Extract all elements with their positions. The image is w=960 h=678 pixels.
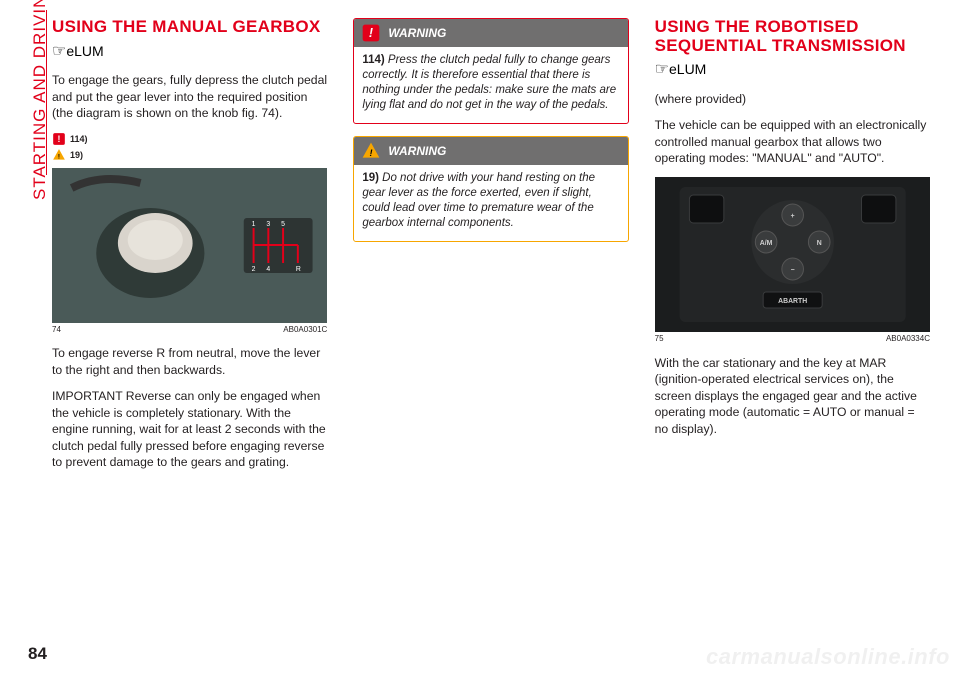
column-1: USING THE MANUAL GEARBOX ☞eLUM To engage… xyxy=(52,18,327,660)
figure-num: 75 xyxy=(655,334,664,345)
content-columns: USING THE MANUAL GEARBOX ☞eLUM To engage… xyxy=(52,18,930,660)
figure-74-caption: 74 AB0A0301C xyxy=(52,325,327,336)
figure-74: 1 3 5 2 4 R xyxy=(52,168,327,323)
danger-icon: ! xyxy=(52,132,66,146)
svg-text:!: ! xyxy=(58,153,60,160)
warning-text: Do not drive with your hand resting on t… xyxy=(362,172,595,229)
warning-body: 19) Do not drive with your hand resting … xyxy=(354,165,627,241)
warning-text: Press the clutch pedal fully to change g… xyxy=(362,54,616,111)
warning-title: WARNING xyxy=(388,25,446,41)
caution-icon: ! xyxy=(360,140,382,162)
svg-text:!: ! xyxy=(58,134,61,144)
column-2: ! WARNING 114) Press the clutch pedal fu… xyxy=(353,18,628,660)
reference-icons: ! 114) ! 19) xyxy=(52,132,327,162)
svg-text:4: 4 xyxy=(266,266,270,273)
heading-manual-gearbox: USING THE MANUAL GEARBOX xyxy=(52,18,327,37)
elum-badge: ☞eLUM xyxy=(52,41,327,63)
svg-text:!: ! xyxy=(370,148,373,158)
svg-text:N: N xyxy=(816,240,821,247)
svg-text:−: − xyxy=(790,267,794,274)
heading-robotised: USING THE ROBOTISED SEQUENTIAL TRANSMISS… xyxy=(655,18,930,55)
paragraph: To engage the gears, fully depress the c… xyxy=(52,72,327,121)
danger-ref: 114) xyxy=(70,133,88,145)
column-3: USING THE ROBOTISED SEQUENTIAL TRANSMISS… xyxy=(655,18,930,660)
danger-icon: ! xyxy=(360,22,382,44)
paragraph: IMPORTANT Reverse can only be engaged wh… xyxy=(52,388,327,470)
svg-text:5: 5 xyxy=(281,221,285,228)
elum-text: eLUM xyxy=(669,61,706,77)
elum-badge: ☞eLUM xyxy=(655,59,930,81)
figure-75: + − A/M N ABARTH xyxy=(655,177,930,332)
paragraph: To engage reverse R from neutral, move t… xyxy=(52,345,327,378)
figure-code: AB0A0301C xyxy=(283,325,327,336)
svg-text:2: 2 xyxy=(252,266,256,273)
elum-text: eLUM xyxy=(66,43,103,59)
gear-knob-illustration: 1 3 5 2 4 R xyxy=(52,168,327,323)
warning-box-danger: ! WARNING 114) Press the clutch pedal fu… xyxy=(353,18,628,124)
watermark: carmanualsonline.info xyxy=(706,644,950,670)
figure-75-caption: 75 AB0A0334C xyxy=(655,334,930,345)
warning-num: 19) xyxy=(362,172,379,184)
svg-text:!: ! xyxy=(369,26,373,40)
caution-icon: ! xyxy=(52,148,66,162)
svg-text:A/M: A/M xyxy=(759,240,772,247)
brand-label: ABARTH xyxy=(778,298,807,305)
figure-code: AB0A0334C xyxy=(886,334,930,345)
paragraph: (where provided) xyxy=(655,91,930,107)
paragraph: The vehicle can be equipped with an elec… xyxy=(655,117,930,166)
warning-title: WARNING xyxy=(388,143,446,159)
sequential-panel-illustration: + − A/M N ABARTH xyxy=(655,177,930,332)
svg-text:R: R xyxy=(296,266,301,273)
warning-box-caution: ! WARNING 19) Do not drive with your han… xyxy=(353,136,628,242)
paragraph: With the car stationary and the key at M… xyxy=(655,355,930,437)
caution-ref: 19) xyxy=(70,149,83,161)
warning-body: 114) Press the clutch pedal fully to cha… xyxy=(354,47,627,123)
svg-text:3: 3 xyxy=(266,221,270,228)
page-number: 84 xyxy=(28,644,47,664)
sidebar-divider xyxy=(46,10,47,175)
section-title-vertical: STARTING AND DRIVING xyxy=(30,0,50,200)
figure-num: 74 xyxy=(52,325,61,336)
svg-text:1: 1 xyxy=(252,221,256,228)
svg-text:+: + xyxy=(790,213,794,220)
warning-num: 114) xyxy=(362,54,384,66)
